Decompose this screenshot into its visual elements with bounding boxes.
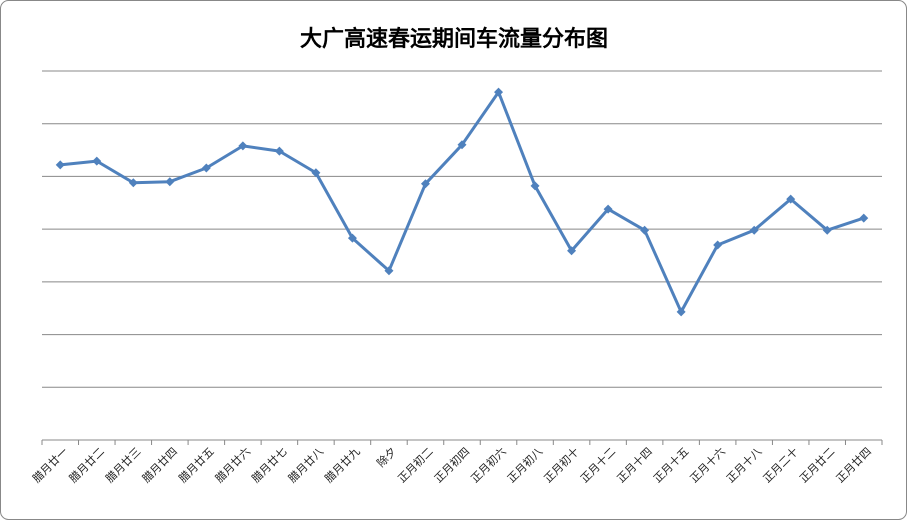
marker [55,160,65,170]
marker [603,204,613,214]
marker [457,140,467,150]
marker [201,163,211,173]
marker [859,213,869,223]
marker [530,181,540,191]
marker [713,240,723,250]
marker [567,246,577,256]
marker [786,194,796,204]
marker [92,156,102,166]
marker [822,225,832,235]
marker [165,177,175,187]
marker [676,307,686,317]
marker [420,179,430,189]
chart-title: 大广高速春运期间车流量分布图 [300,26,608,52]
marker [384,266,394,276]
marker [128,178,138,188]
marker [274,146,284,156]
marker [749,225,759,235]
marker [311,168,321,178]
marker [238,141,248,151]
marker [347,233,357,243]
marker [494,87,504,97]
marker [640,225,650,235]
